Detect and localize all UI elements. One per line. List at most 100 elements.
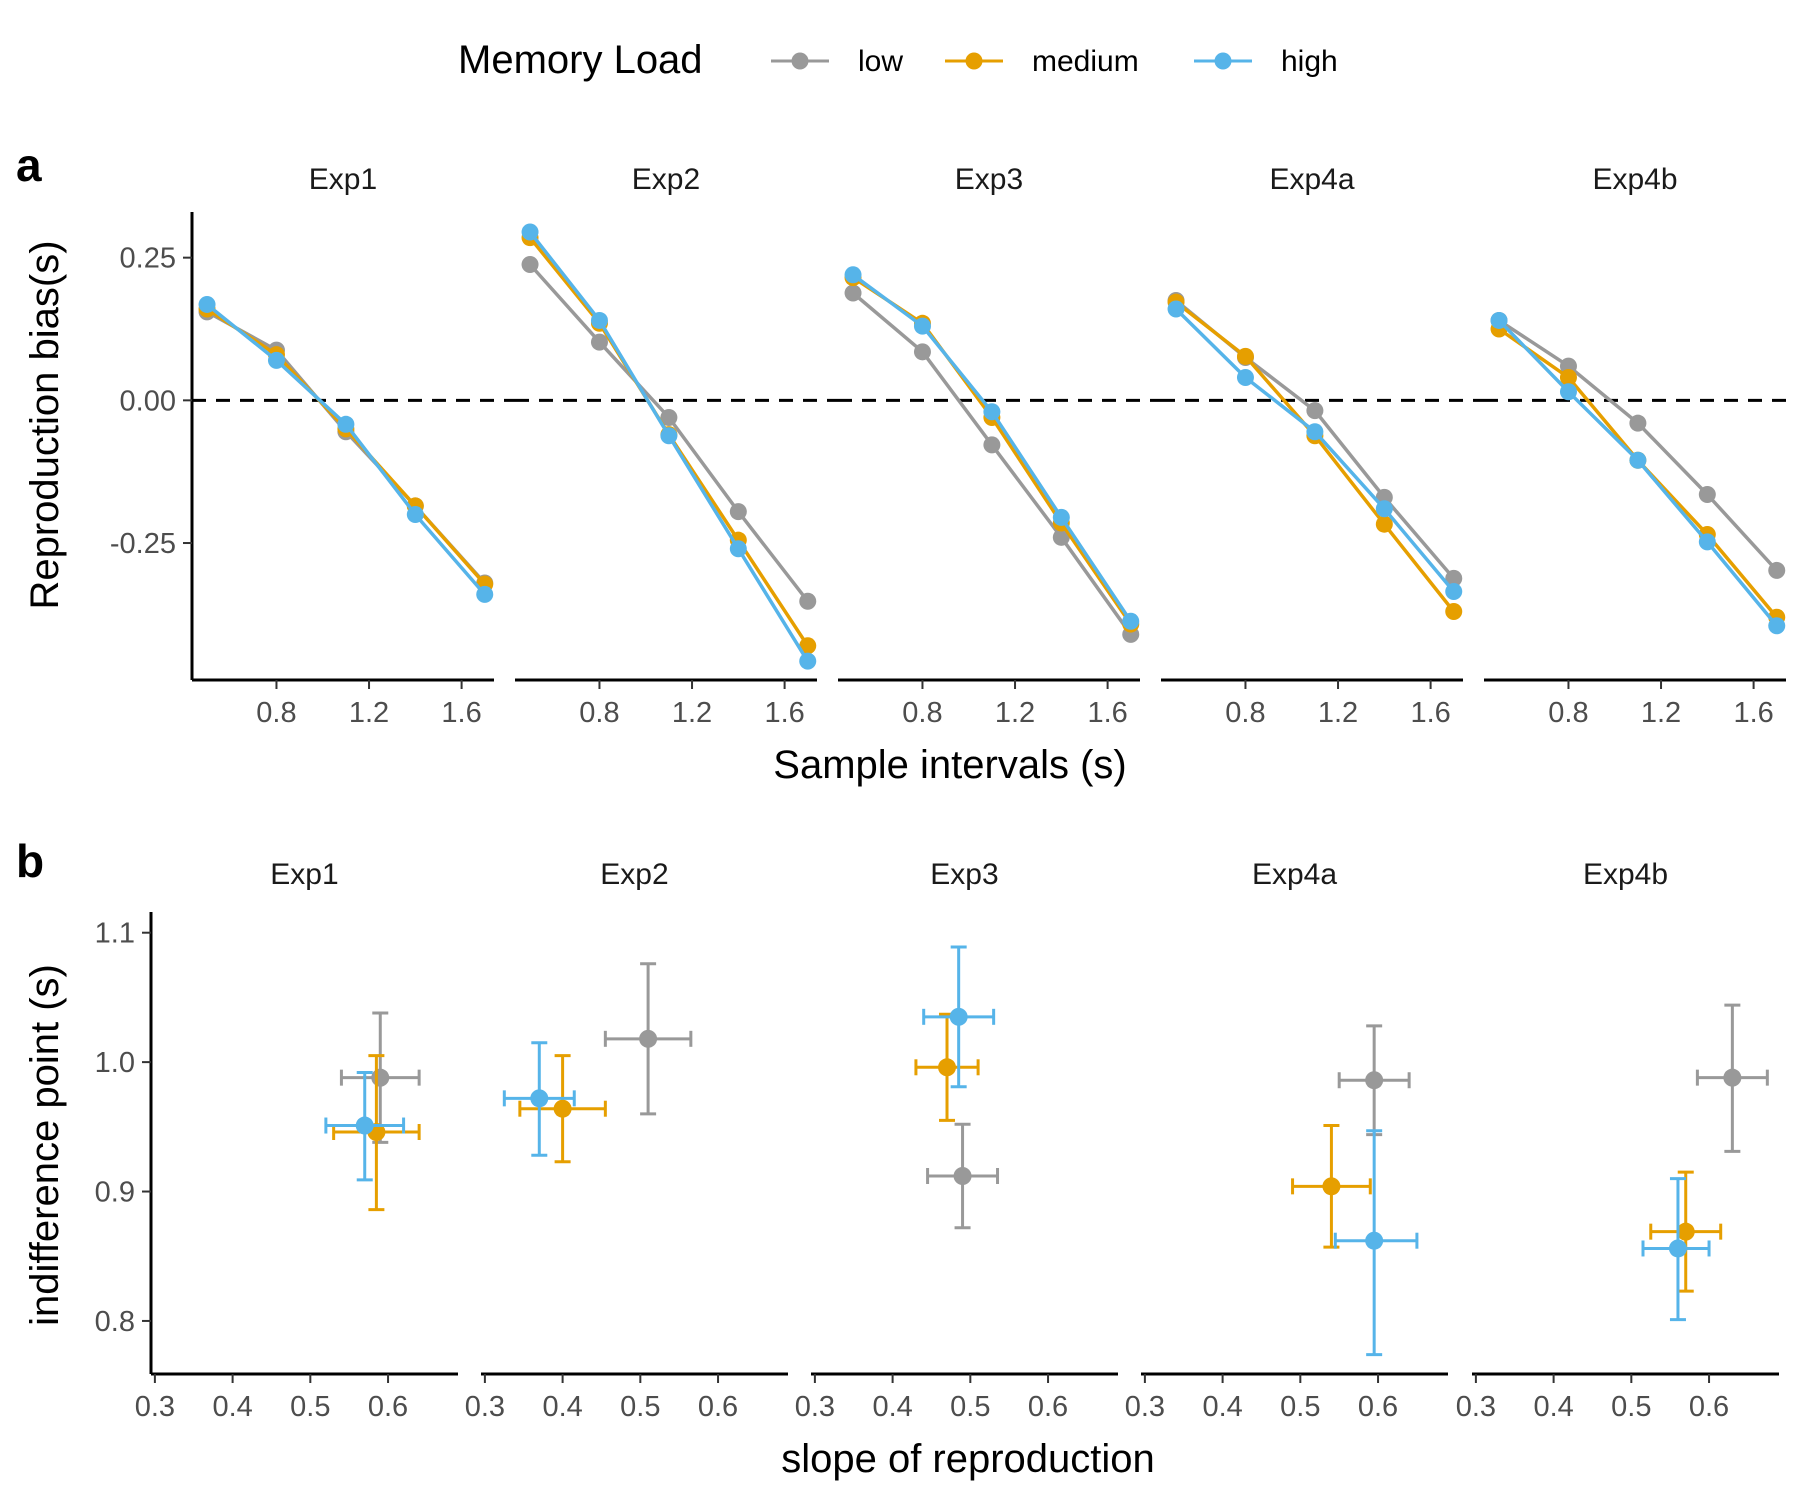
panel-a-x-tick-label-Exp3-0: 0.8 (902, 697, 942, 729)
panel-a-x-tick-label-Exp3-1: 1.2 (995, 697, 1035, 729)
panel-a-point-low-Exp2-4 (799, 592, 817, 610)
panel-b-letter: b (16, 835, 44, 887)
panel-a-letter: a (16, 139, 42, 191)
panel-a-point-low-Exp4b-3 (1698, 486, 1716, 504)
panel-a-point-high-Exp3-4 (1122, 612, 1140, 630)
panel-b-x-tick-label-Exp1-2: 0.5 (290, 1391, 330, 1423)
panel-a-point-high-Exp4b-1 (1559, 383, 1577, 401)
panel-b-series-low-Exp1 (339, 1011, 421, 1144)
panel-a-point-low-Exp3-3 (1052, 528, 1070, 546)
panel-b-x-tick-label-Exp1-1: 0.4 (212, 1391, 252, 1423)
panel-a-series-high-Exp4a (1167, 300, 1463, 601)
panel-b-y-tick-label-3: 1.1 (95, 918, 135, 950)
panel-a-point-high-Exp4a-0 (1167, 300, 1185, 318)
legend-item-low: low (771, 45, 903, 78)
panel-a-y-tick-label-0: -0.25 (110, 528, 176, 560)
panel-b-x-tick-label-Exp3-3: 0.6 (1028, 1391, 1068, 1423)
panel-a-line-high-Exp4a (1174, 307, 1456, 593)
panel-a-point-medium-Exp4a-1 (1236, 347, 1254, 365)
panel-a-facet-Exp4a: Exp4a 0.8 1.2 1.6 (1161, 163, 1484, 729)
panel-a-point-high-Exp3-2 (983, 403, 1001, 421)
panel-a-x-tick-label-Exp2-2: 1.6 (764, 697, 804, 729)
panel-a-strip-label-Exp1: Exp1 (309, 163, 377, 196)
panel-a-series-high-Exp2 (521, 223, 817, 670)
panel-a-line-high-Exp4b (1497, 319, 1779, 627)
panel-b-x-tick-label-Exp4b-1: 0.4 (1533, 1391, 1573, 1423)
panel-a-point-medium-Exp4a-3 (1375, 515, 1393, 533)
panel-a-point-high-Exp3-0 (844, 266, 862, 284)
panel-a-facet-Exp1: Exp1 0.8 1.2 1.6 -0.25 0.00 0.25 (110, 163, 515, 729)
panel-b-point-high-Exp4b (1668, 1239, 1687, 1258)
legend-key-dot-high (1214, 52, 1232, 70)
panel-a-x-tick-label-Exp4a-1: 1.2 (1318, 697, 1358, 729)
panel-b-point-medium-Exp2 (553, 1099, 572, 1118)
panel-b-x-tick-label-Exp1-3: 0.6 (368, 1391, 408, 1423)
panel-a-x-tick-label-Exp4b-0: 0.8 (1548, 697, 1588, 729)
panel-a-series-medium-Exp1 (198, 300, 494, 593)
panel-a-point-low-Exp3-0 (844, 284, 862, 302)
legend-key-dot-low (791, 52, 809, 70)
legend-items: low medium high (771, 45, 1338, 78)
legend-key-dot-medium (965, 52, 983, 70)
panel-a-point-low-Exp2-0 (521, 256, 539, 274)
panel-b-strip-label-Exp3: Exp3 (930, 858, 998, 891)
panel-a-strip-label-Exp4b: Exp4b (1592, 163, 1677, 196)
panel-a-x-tick-label-Exp4b-2: 1.6 (1733, 697, 1773, 729)
panel-a-facet-Exp3: Exp3 0.8 1.2 1.6 (838, 163, 1161, 729)
panel-b-series-high-Exp4a (1333, 1129, 1419, 1357)
panel-b-strip-label-Exp4a: Exp4a (1252, 858, 1337, 891)
panel-a-line-low-Exp3 (851, 291, 1133, 636)
panel-b-facet-Exp3: Exp3 0.3 0.4 0.5 0.6 (795, 858, 1118, 1423)
panel-b-point-low-Exp1 (371, 1068, 390, 1087)
panel-a-x-tick-label-Exp4b-1: 1.2 (1641, 697, 1681, 729)
panel-a-facet-Exp4b: Exp4b 0.8 1.2 1.6 (1484, 163, 1786, 729)
panel-b-series-high-Exp2 (502, 1041, 576, 1157)
panel-a-point-high-Exp1-1 (267, 351, 285, 369)
panel-a-point-high-Exp2-2 (660, 427, 678, 445)
panel-a-series-low-Exp3 (844, 284, 1140, 643)
panel-a-point-high-Exp1-2 (337, 415, 355, 433)
panel-a-x-tick-label-Exp4a-0: 0.8 (1225, 697, 1265, 729)
panel-a-line-high-Exp1 (205, 303, 487, 596)
panel-a-strip-label-Exp2: Exp2 (632, 163, 700, 196)
panel-b-x-tick-label-Exp2-0: 0.3 (465, 1391, 505, 1423)
panel-b-facet-Exp4b: Exp4b 0.3 0.4 0.5 0.6 (1456, 858, 1779, 1423)
panel-b-x-tick-label-Exp3-0: 0.3 (795, 1391, 835, 1423)
panel-b-series-medium-Exp4a (1291, 1124, 1372, 1249)
panel-a-point-low-Exp3-2 (983, 436, 1001, 454)
panel-a-point-high-Exp4a-3 (1375, 500, 1393, 518)
panel-a-y-tick-label-2: 0.25 (120, 243, 176, 275)
panel-a-point-medium-Exp4a-4 (1445, 603, 1463, 621)
panel-a-y-axis-title: Reproduction bias(s) (23, 240, 67, 609)
panel-b-point-low-Exp3 (953, 1167, 972, 1185)
panel-b-x-tick-label-Exp3-2: 0.5 (950, 1391, 990, 1423)
panel-b-y-tick-label-1: 0.9 (95, 1177, 135, 1209)
panel-a-point-low-Exp2-1 (590, 333, 608, 351)
panel-a-line-high-Exp2 (528, 230, 810, 663)
panel-a-point-high-Exp4b-2 (1629, 451, 1647, 469)
panel-a-x-tick-label-Exp1-2: 1.6 (441, 697, 481, 729)
legend-item-medium: medium (945, 45, 1139, 78)
panel-a-facet-Exp2: Exp2 0.8 1.2 1.6 (515, 163, 838, 729)
panel-b-scatter-charts: Exp1 0.3 0.4 0.5 0.6 0.8 0.9 1.0 1.1 Exp2 0.3 0.4 0.… (95, 858, 1779, 1423)
panel-b-strip-label-Exp2: Exp2 (600, 858, 668, 891)
legend-item-high: high (1194, 45, 1338, 78)
panel-a-series-low-Exp2 (521, 256, 817, 610)
panel-b-x-axis-title: slope of reproduction (781, 1437, 1155, 1481)
panel-a-x-tick-label-Exp2-0: 0.8 (579, 697, 619, 729)
panel-b-point-high-Exp1 (355, 1116, 374, 1135)
panel-b-y-tick-label-0: 0.8 (95, 1306, 135, 1338)
panel-a-point-low-Exp4b-4 (1768, 561, 1786, 579)
panel-a-line-medium-Exp1 (206, 307, 487, 586)
panel-a-point-high-Exp2-4 (799, 652, 817, 670)
panel-b-x-tick-label-Exp2-1: 0.4 (542, 1391, 582, 1423)
panel-a-point-high-Exp2-0 (521, 223, 539, 241)
panel-a-series-high-Exp3 (844, 266, 1140, 630)
panel-a-point-low-Exp4a-4 (1445, 569, 1463, 587)
panel-b-point-high-Exp4a (1365, 1231, 1384, 1250)
panel-a-x-tick-label-Exp2-1: 1.2 (672, 697, 712, 729)
panel-a-strip-label-Exp3: Exp3 (955, 163, 1023, 196)
legend-label-low: low (858, 45, 903, 78)
panel-b-point-medium-Exp4a (1322, 1177, 1341, 1196)
